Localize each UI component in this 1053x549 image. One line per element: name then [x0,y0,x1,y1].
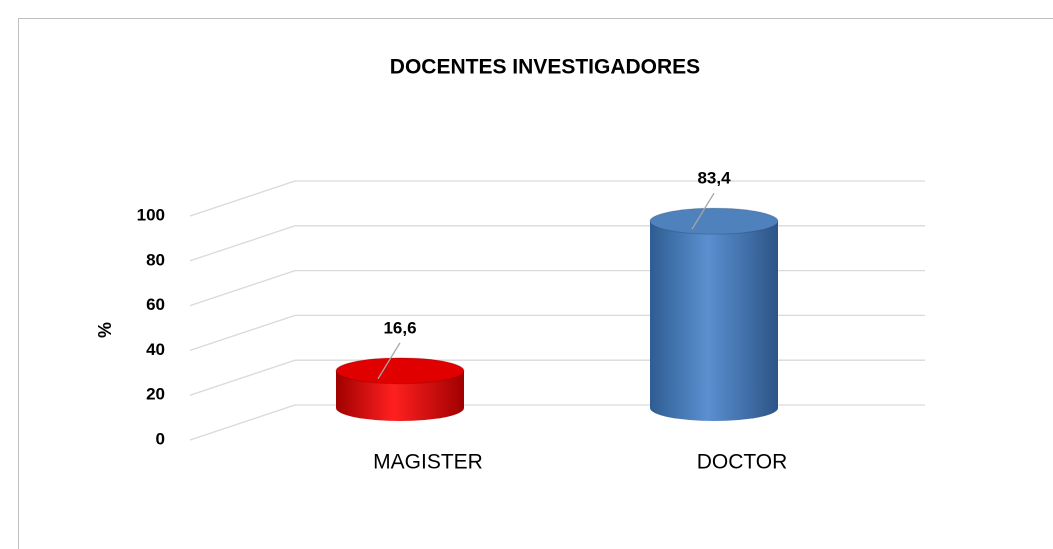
chart-title: DOCENTES INVESTIGADORES [390,56,700,79]
value-label: 16,6 [383,318,416,337]
cylinder-body [336,370,464,421]
y-tick-label: 100 [137,205,165,224]
grid-line [189,180,296,217]
y-tick-label: 80 [146,250,165,269]
y-tick-label: 0 [156,429,165,448]
grid-line [189,225,296,262]
y-tick-label: 40 [146,340,165,359]
cylinder-bar [335,357,465,421]
cylinder-bar [649,207,779,421]
cylinder-top [335,357,465,385]
cylinder-body [650,221,778,421]
y-tick-label: 20 [146,385,165,404]
x-tick-label: DOCTOR [697,451,788,474]
y-axis-label: % [95,322,115,338]
leader-line [691,192,715,230]
value-label: 83,4 [697,169,731,188]
x-tick-label: MAGISTER [373,451,483,474]
grid-line [189,269,296,307]
chart-frame [18,18,1053,549]
leader-line [377,342,401,380]
grid-line [189,314,296,352]
grid-line [189,404,296,441]
grid-line [189,359,296,396]
cylinder-top [649,207,779,235]
y-tick-label: 60 [146,295,165,314]
